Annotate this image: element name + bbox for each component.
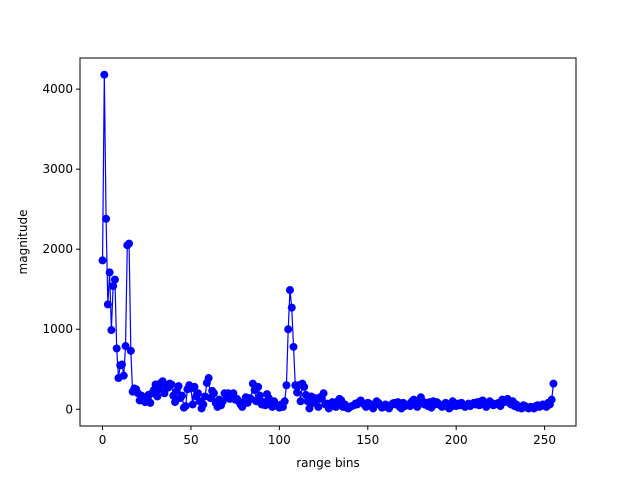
data-point [319, 389, 328, 398]
data-point [107, 326, 116, 335]
data-point [112, 344, 121, 353]
data-point [109, 282, 118, 291]
data-point [146, 398, 155, 407]
x-tick-label: 50 [183, 433, 198, 447]
data-point [188, 400, 197, 409]
data-point [314, 402, 323, 411]
data-point [287, 303, 296, 312]
data-point [285, 286, 294, 295]
data-point [284, 325, 293, 334]
y-tick-label: 0 [65, 402, 73, 416]
data-point [121, 342, 130, 351]
data-point [549, 379, 558, 388]
y-tick-label: 1000 [42, 322, 73, 336]
data-point [98, 256, 107, 265]
x-tick-label: 200 [445, 433, 468, 447]
data-point [125, 239, 134, 248]
x-tick-label: 100 [268, 433, 291, 447]
data-point [209, 389, 218, 398]
x-tick-label: 150 [356, 433, 379, 447]
y-tick-label: 4000 [42, 82, 73, 96]
data-point [103, 300, 112, 309]
data-point [282, 381, 291, 390]
data-point [218, 397, 227, 406]
data-point [174, 382, 183, 391]
data-point [199, 400, 208, 409]
data-point [110, 275, 119, 284]
data-point [204, 374, 213, 383]
data-point [289, 342, 298, 351]
x-axis-label: range bins [296, 456, 360, 470]
plot-frame [79, 57, 577, 427]
data-point [300, 382, 309, 391]
data-point [296, 397, 305, 406]
data-point [190, 382, 199, 391]
data-point [153, 392, 162, 401]
data-point [119, 371, 128, 380]
x-tick-label: 0 [99, 433, 107, 447]
y-tick-label: 3000 [42, 162, 73, 176]
y-axis-label: magnitude [16, 210, 30, 275]
y-tick-label: 2000 [42, 242, 73, 256]
data-point [117, 360, 126, 369]
data-point [181, 402, 190, 411]
data-point [255, 391, 264, 400]
data-point [293, 388, 302, 397]
data-point [280, 397, 289, 406]
data-point [102, 214, 111, 223]
data-point [547, 395, 556, 404]
data-point [105, 268, 114, 277]
data-point [178, 391, 187, 400]
data-point [167, 380, 176, 389]
data-point [413, 402, 422, 411]
data-point [126, 346, 135, 355]
data-point [194, 389, 203, 398]
data-point [100, 70, 109, 79]
data-point [254, 382, 263, 391]
x-tick-label: 250 [533, 433, 556, 447]
